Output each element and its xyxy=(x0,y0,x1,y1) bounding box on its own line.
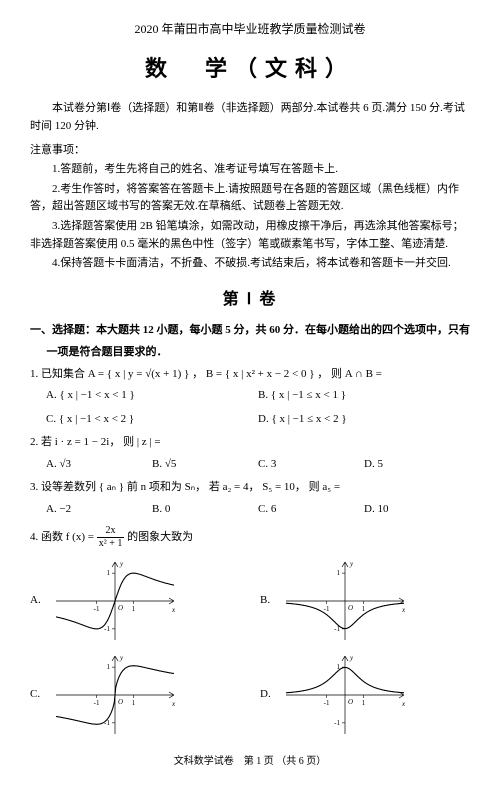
svg-text:-1: -1 xyxy=(324,605,330,613)
chart-d-cell: D. -11-11Oxy xyxy=(260,650,470,740)
q1-opt-a: A. { x | −1 < x < 1 } xyxy=(46,387,258,405)
svg-text:y: y xyxy=(349,560,354,568)
question-1-options-2: C. { x | −1 < x < 2 } D. { x | −1 ≤ x < … xyxy=(46,411,470,429)
svg-text:x: x xyxy=(171,606,176,614)
svg-text:O: O xyxy=(348,604,353,612)
chart-b-cell: B. -11-11Oxy xyxy=(260,556,470,646)
q2-opt-b: B. √5 xyxy=(152,456,258,474)
notice-item-1: 1.答题前，考生先将自己的姓名、准考证号填写在答题卡上. xyxy=(30,161,470,179)
question-4-stem: 4. 函数 f (x) = 2x x² + 1 的图象大致为 xyxy=(30,525,470,550)
notice-heading: 注意事项： xyxy=(30,142,470,160)
svg-text:1: 1 xyxy=(362,605,366,613)
q3-opt-c: C. 6 xyxy=(258,501,364,519)
chart-d-label: D. xyxy=(260,686,274,704)
q2-opt-d: D. 5 xyxy=(364,456,470,474)
svg-text:O: O xyxy=(118,698,123,706)
notice-item-4: 4.保持答题卡卡面清洁，不折叠、不破损.考试结束后，将本试卷和答题卡一并交回. xyxy=(30,255,470,273)
subject-title: 数 学（文科） xyxy=(30,51,470,86)
svg-text:1: 1 xyxy=(107,569,111,577)
chart-c-label: C. xyxy=(30,686,44,704)
svg-text:O: O xyxy=(118,604,123,612)
part-1-title-line2: 一项是符合题目要求的． xyxy=(30,344,470,362)
question-2-options: A. √3 B. √5 C. 3 D. 5 xyxy=(46,456,470,474)
part-1-title-line1: 一、选择题：本大题共 12 小题，每小题 5 分，共 60 分．在每小题给出的四… xyxy=(30,322,470,340)
question-1-stem: 1. 已知集合 A = { x | y = √(x + 1) } ， B = {… xyxy=(30,366,470,384)
svg-text:1: 1 xyxy=(362,699,366,707)
svg-text:1: 1 xyxy=(132,605,136,613)
svg-text:-1: -1 xyxy=(94,699,100,707)
chart-b-label: B. xyxy=(260,592,274,610)
notice-item-2: 2.考生作答时，将答案答在答题卡上.请按照题号在各题的答题区域（黑色线框）内作答… xyxy=(30,181,470,216)
svg-text:x: x xyxy=(171,700,176,708)
svg-text:y: y xyxy=(349,654,354,662)
svg-text:1: 1 xyxy=(132,699,136,707)
q2-opt-c: C. 3 xyxy=(258,456,364,474)
question-3-stem: 3. 设等差数列 { aₙ } 前 n 项和为 Sₙ， 若 a₂ = 4， S₅… xyxy=(30,479,470,497)
chart-b: -11-11Oxy xyxy=(280,556,410,646)
q4-fraction: 2x x² + 1 xyxy=(97,525,125,550)
q3-opt-d: D. 10 xyxy=(364,501,470,519)
svg-text:y: y xyxy=(119,560,124,568)
svg-text:y: y xyxy=(119,654,124,662)
q1-opt-b: B. { x | −1 ≤ x < 1 } xyxy=(258,387,470,405)
svg-text:x: x xyxy=(401,606,406,614)
exam-title: 2020 年莆田市高中毕业班教学质量检测试卷 xyxy=(30,20,470,39)
chart-c-cell: C. -1 1 -1 1 Ox y xyxy=(30,650,240,740)
page-footer: 文科数学试卷 第 1 页 （共 6 页） xyxy=(30,754,470,770)
question-1-options: A. { x | −1 < x < 1 } B. { x | −1 ≤ x < … xyxy=(46,387,470,405)
q4-charts: A. -1 1 -1 1 Ox y B. -1 1 -1 1 Ox y C. -1 1 -1 1 Ox y D… xyxy=(30,556,470,740)
chart-a: -1 1 -1 1 Ox y xyxy=(50,556,180,646)
question-3-options: A. −2 B. 0 C. 6 D. 10 xyxy=(46,501,470,519)
chart-a-cell: A. -1 1 -1 1 Ox y xyxy=(30,556,240,646)
svg-text:-1: -1 xyxy=(334,719,340,727)
section-1-title: 第 Ⅰ 卷 xyxy=(30,287,470,313)
chart-c: -1 1 -1 1 Ox y xyxy=(50,650,180,740)
svg-text:-1: -1 xyxy=(104,719,110,727)
svg-text:1: 1 xyxy=(107,663,111,671)
q3-opt-a: A. −2 xyxy=(46,501,152,519)
svg-text:1: 1 xyxy=(337,569,341,577)
question-2-stem: 2. 若 i · z = 1 − 2i， 则 | z | = xyxy=(30,434,470,452)
notice-item-3: 3.选择题答案使用 2B 铅笔填涂，如需改动，用橡皮擦干净后，再选涂其他答案标号… xyxy=(30,218,470,253)
q1-opt-c: C. { x | −1 < x < 2 } xyxy=(46,411,258,429)
intro-text: 本试卷分第Ⅰ卷（选择题）和第Ⅱ卷（非选择题）两部分.本试卷共 6 页.满分 15… xyxy=(30,100,470,135)
chart-a-label: A. xyxy=(30,592,44,610)
svg-text:-1: -1 xyxy=(324,699,330,707)
q4-frac-num: 2x xyxy=(97,525,125,538)
svg-text:-1: -1 xyxy=(104,625,110,633)
svg-text:x: x xyxy=(401,700,406,708)
q4-suffix: 的图象大致为 xyxy=(127,531,193,543)
q2-opt-a: A. √3 xyxy=(46,456,152,474)
svg-text:-1: -1 xyxy=(94,605,100,613)
q4-frac-den: x² + 1 xyxy=(97,538,125,550)
q1-opt-d: D. { x | −1 ≤ x < 2 } xyxy=(258,411,470,429)
q4-prefix: 4. 函数 f (x) = xyxy=(30,531,97,543)
q3-opt-b: B. 0 xyxy=(152,501,258,519)
svg-text:O: O xyxy=(348,698,353,706)
chart-d: -11-11Oxy xyxy=(280,650,410,740)
